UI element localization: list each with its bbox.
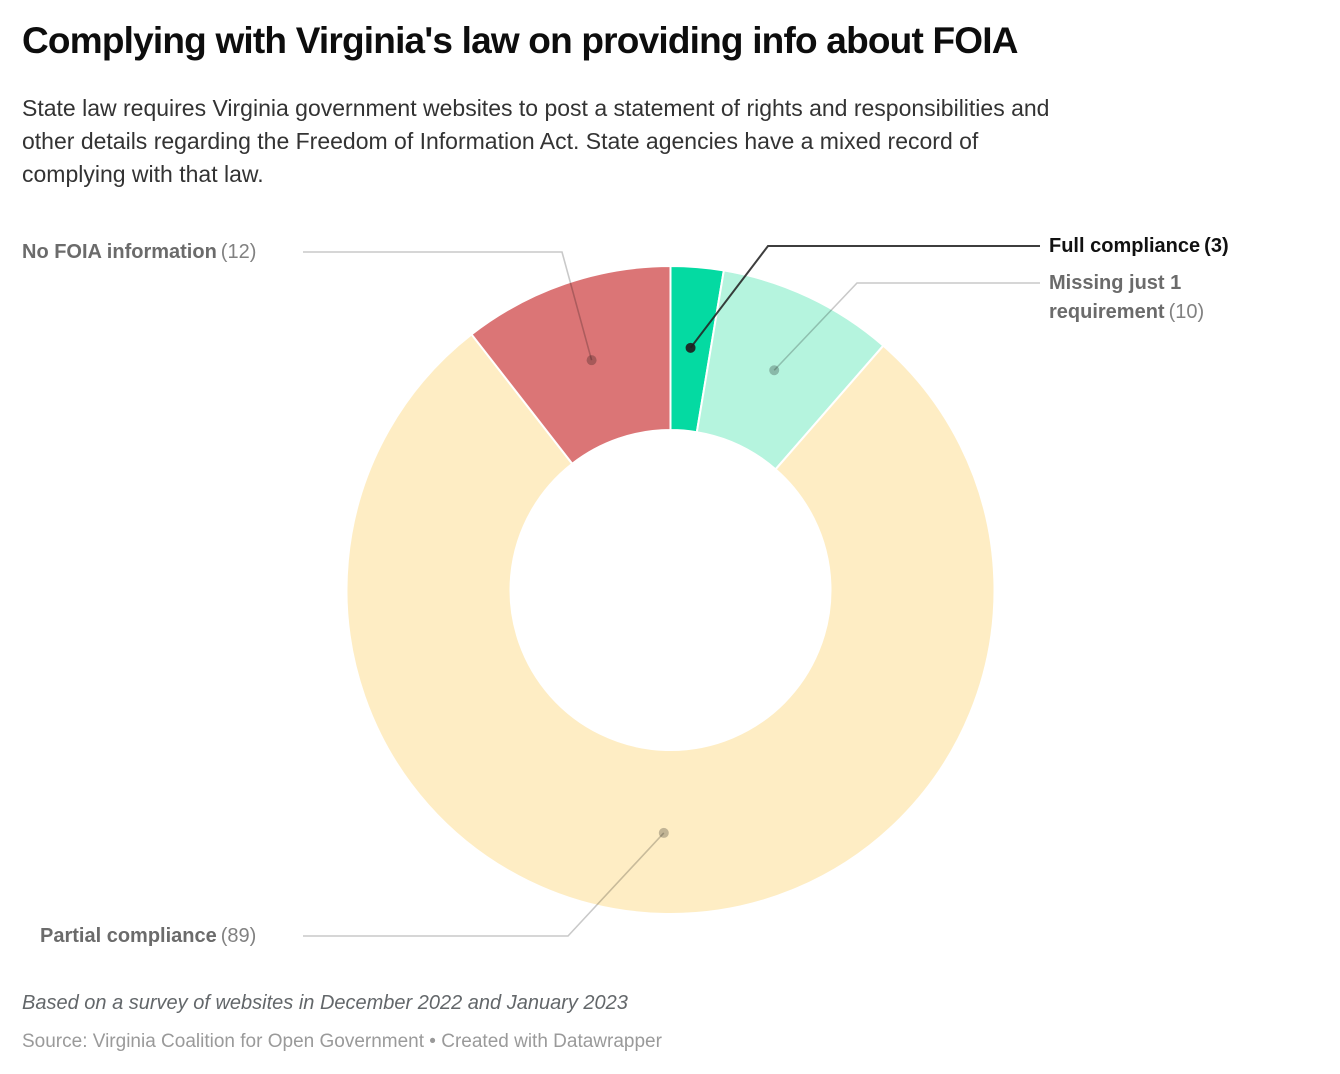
subtitle-line-2: other details regarding the Freedom of I… [22,128,979,154]
leader-dot-missing-just-1-requirement [769,365,780,376]
leader-line-missing-just-1-requirement [773,282,1040,371]
subtitle-line-1: State law requires Virginia government w… [22,95,1050,121]
callout-missing-one-requirement: Missing just 1 requirement (10) [1049,269,1204,327]
callout-partial-compliance-count: (89) [220,925,257,947]
leader-line-no-foia-information [303,251,593,361]
callout-partial-compliance-label: Partial compliance [40,925,217,947]
callout-no-foia-information: No FOIA information (12) [22,238,256,267]
callout-missing-label-line1: Missing just 1 [1049,272,1182,294]
subtitle-line-3: complying with that law. [22,161,264,187]
leader-line-full-compliance [689,245,1040,349]
callout-full-compliance-label: Full compliance [1049,235,1201,257]
leader-dot-partial-compliance [658,827,669,838]
callout-full-compliance-count: (3) [1204,235,1229,257]
page-subtitle: State law requires Virginia government w… [22,92,1312,191]
callout-missing-count: (10) [1168,301,1205,323]
leader-line-partial-compliance [303,832,665,937]
callout-partial-compliance: Partial compliance (89) [40,922,256,951]
leader-dot-no-foia-information [586,355,597,366]
callout-missing-label-line2: requirement [1049,301,1165,323]
footer-source: Source: Virginia Coalition for Open Gove… [22,1031,662,1052]
page-title: Complying with Virginia's law on providi… [22,20,1018,61]
callout-no-foia-count: (12) [220,241,257,263]
callout-no-foia-label: No FOIA information [22,241,217,263]
footer-note: Based on a survey of websites in Decembe… [22,992,628,1014]
segment-no-foia-information[interactable] [470,265,672,465]
segment-partial-compliance[interactable] [345,333,996,915]
callout-full-compliance: Full compliance (3) [1049,232,1229,261]
leader-dot-full-compliance [685,342,696,353]
